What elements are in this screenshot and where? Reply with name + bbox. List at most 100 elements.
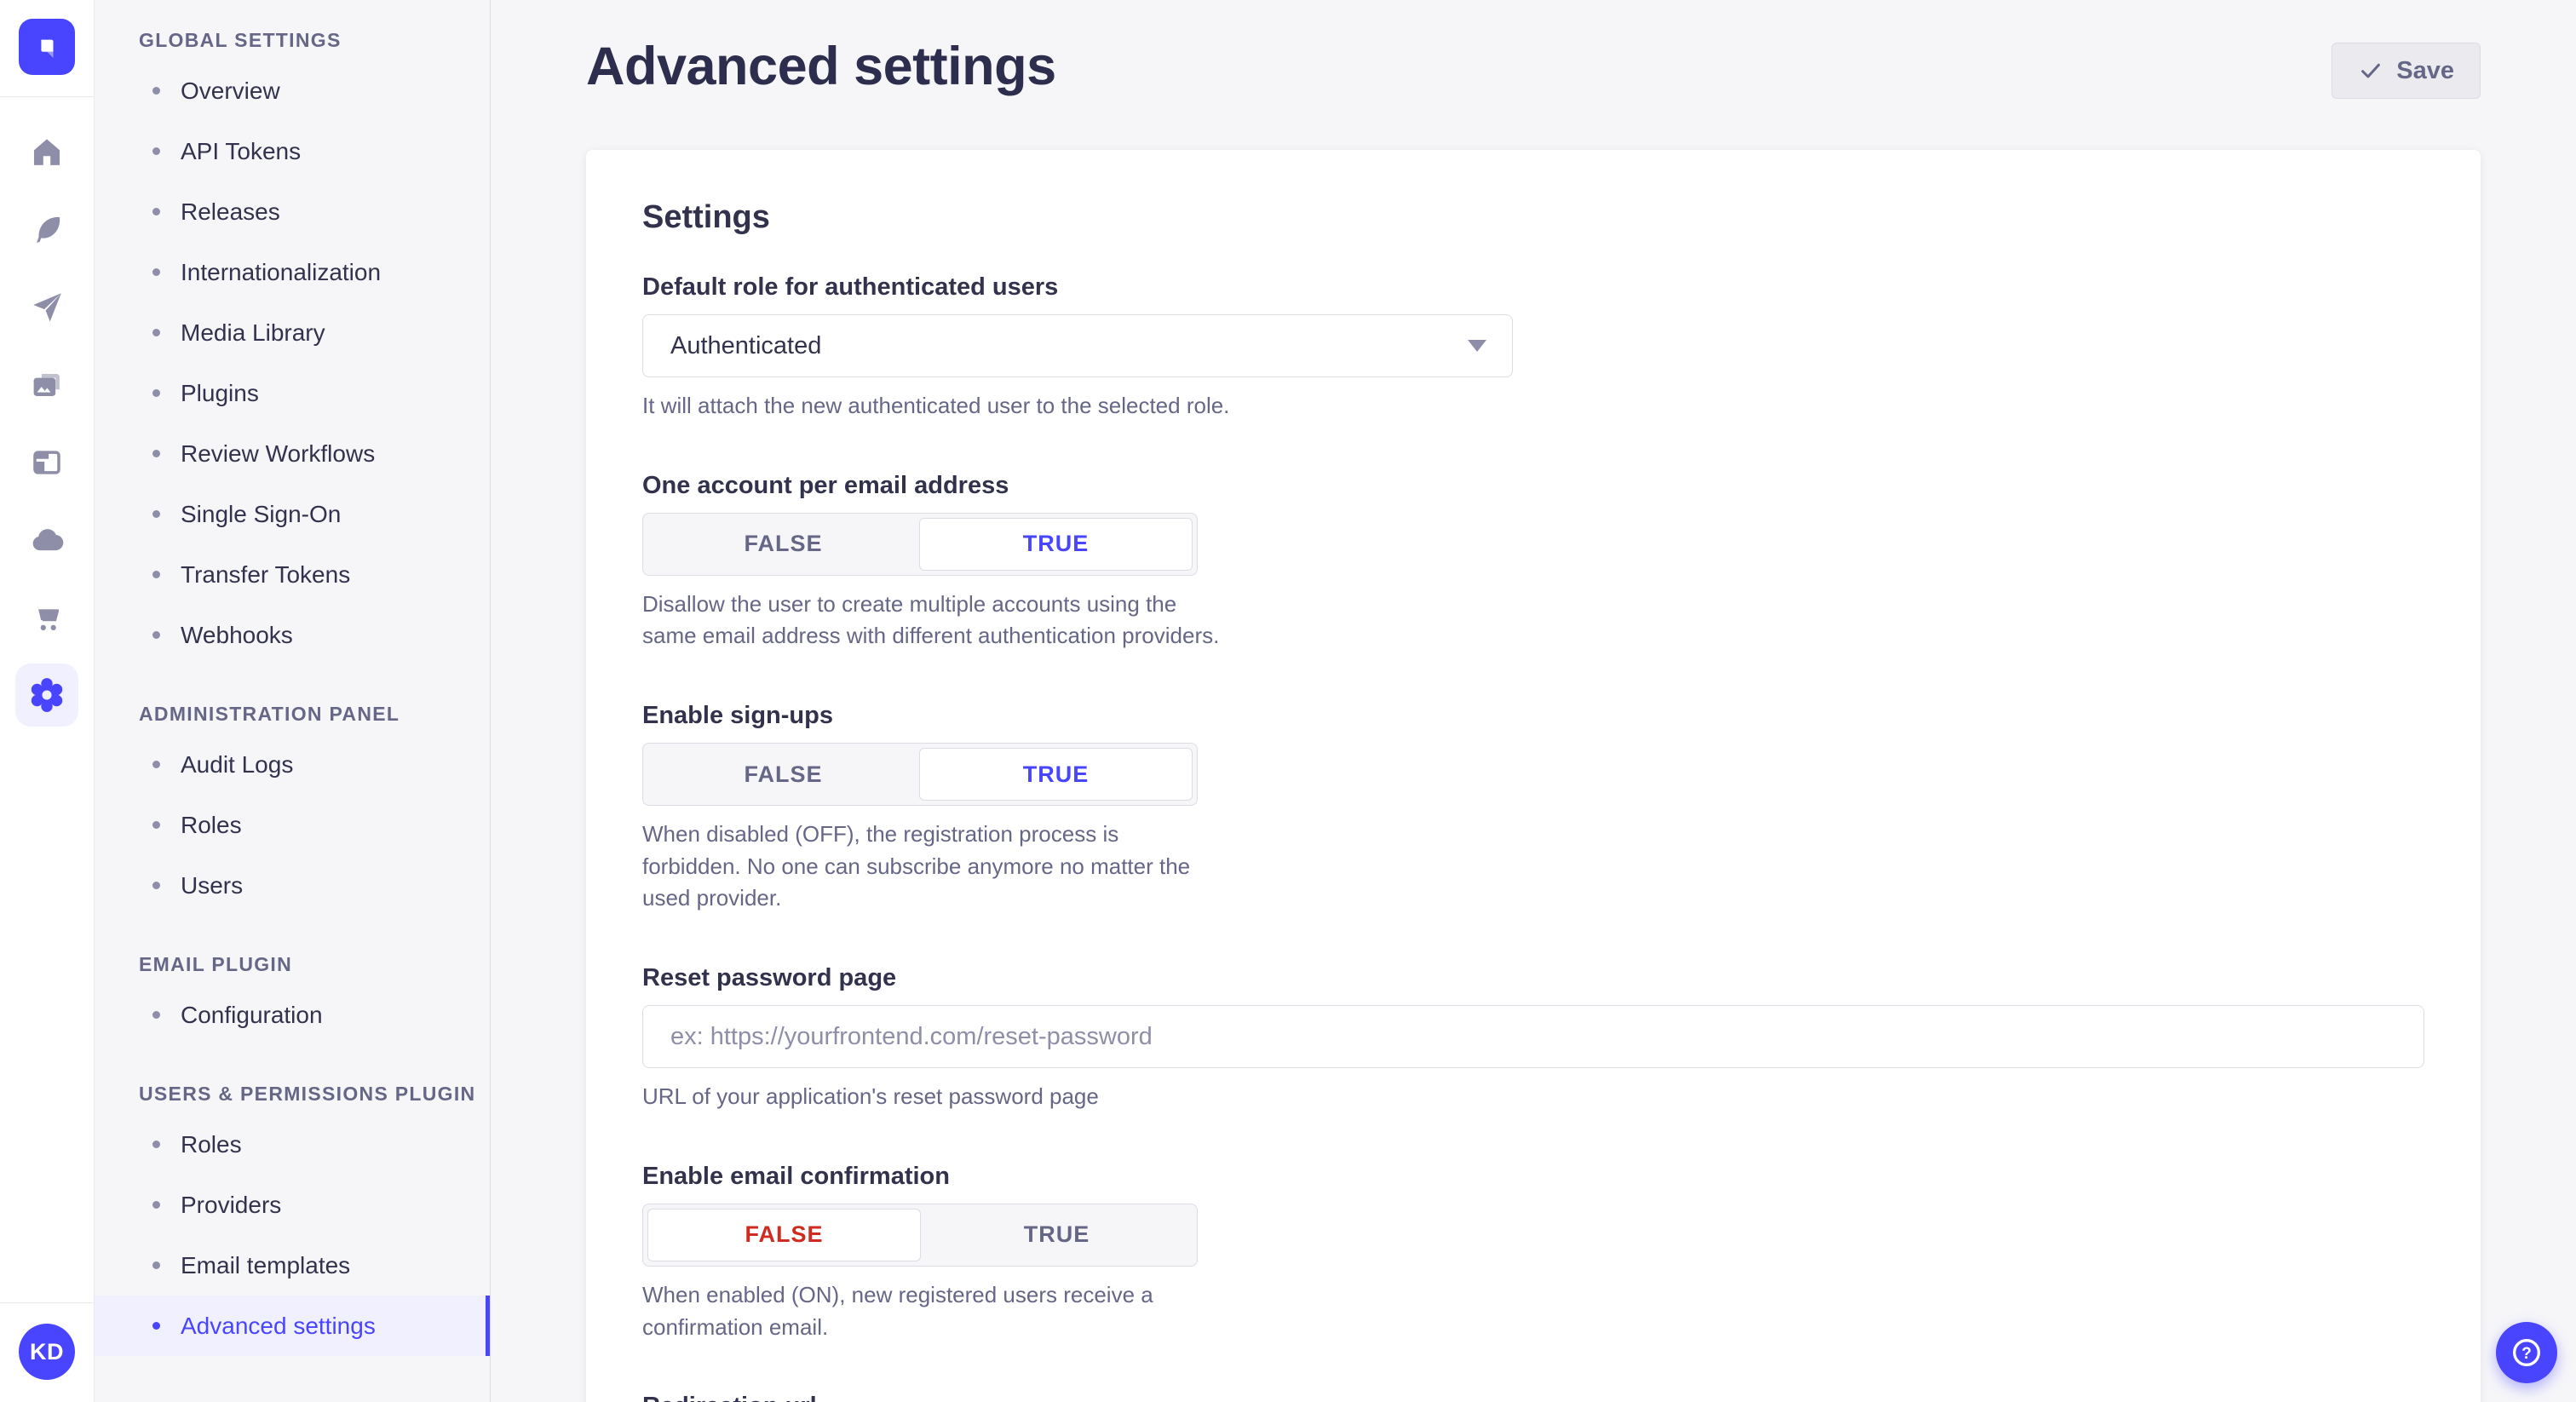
toggle-option-true[interactable]: TRUE xyxy=(1023,1221,1090,1248)
bullet-icon xyxy=(152,631,160,639)
field-one-account: One account per email address FALSE TRUE… xyxy=(642,472,2424,652)
sidebar-item-releases[interactable]: Releases xyxy=(95,181,490,242)
sidebar-item-label: Email templates xyxy=(181,1251,351,1278)
sidebar-item-roles[interactable]: Roles xyxy=(95,795,490,855)
sidebar-item-label: Internationalization xyxy=(181,258,382,285)
field-label: One account per email address xyxy=(642,471,1009,499)
field-label: Default role for authenticated users xyxy=(642,273,1059,301)
field-hint: It will attach the new authenticated use… xyxy=(642,393,1230,418)
bullet-icon xyxy=(152,208,160,215)
field-email-confirmation: Enable email confirmation FALSE TRUE Whe… xyxy=(642,1163,2424,1343)
sidebar-item-users[interactable]: Users xyxy=(95,855,490,916)
email-confirmation-toggle: FALSE TRUE xyxy=(642,1203,1198,1267)
sidebar-item-email-templates[interactable]: Email templates xyxy=(95,1235,490,1296)
bullet-icon xyxy=(152,510,160,518)
bullet-icon xyxy=(152,821,160,829)
toggle-option-false[interactable]: FALSE xyxy=(647,1208,921,1261)
field-label: Reset password page xyxy=(642,964,897,992)
media-library-icon[interactable] xyxy=(27,365,66,405)
field-hint: When enabled (ON), new registered users … xyxy=(642,1281,1153,1340)
sidebar-item-label: Plugins xyxy=(181,379,259,406)
sidebar-item-label: Users xyxy=(181,871,244,899)
bullet-icon xyxy=(152,450,160,457)
reset-password-input[interactable] xyxy=(642,1005,2424,1069)
toggle-option-true[interactable]: TRUE xyxy=(919,517,1193,571)
question-mark-icon: ? xyxy=(2512,1338,2541,1367)
sidebar-item-configuration[interactable]: Configuration xyxy=(95,985,490,1045)
default-role-select[interactable]: Authenticated xyxy=(642,314,1513,377)
sidebar-item-label: Webhooks xyxy=(181,621,293,648)
field-redirection-url: Redirection url xyxy=(642,1393,2424,1402)
page-header: Advanced settings Save xyxy=(491,0,2576,99)
content-manager-icon[interactable] xyxy=(27,443,66,482)
sidebar-item-transfer-tokens[interactable]: Transfer Tokens xyxy=(95,544,490,605)
sidebar-item-label: Roles xyxy=(181,811,242,838)
marketplace-icon[interactable] xyxy=(27,598,66,637)
sidebar-item-advanced-settings[interactable]: Advanced settings xyxy=(95,1296,490,1356)
bullet-icon xyxy=(152,1322,160,1330)
sidebar-section-label: EMAIL PLUGIN xyxy=(139,953,293,975)
field-default-role: Default role for authenticated users Aut… xyxy=(642,273,2424,422)
field-hint: When disabled (OFF), the registration pr… xyxy=(642,821,1191,911)
field-label: Enable sign-ups xyxy=(642,702,833,730)
save-button[interactable]: Save xyxy=(2332,43,2481,99)
bullet-icon xyxy=(152,87,160,95)
settings-card: Settings Default role for authenticated … xyxy=(586,150,2481,1402)
sidebar-item-media-library[interactable]: Media Library xyxy=(95,302,490,363)
sidebar-item-label: Providers xyxy=(181,1191,282,1218)
sidebar-item-providers[interactable]: Providers xyxy=(95,1175,490,1235)
sidebar-item-audit-logs[interactable]: Audit Logs xyxy=(95,734,490,795)
page-title: Advanced settings xyxy=(586,37,1056,96)
sidebar-section-label: ADMINISTRATION PANEL xyxy=(139,703,400,725)
icon-rail: KD xyxy=(0,0,95,1402)
bullet-icon xyxy=(152,1261,160,1269)
sidebar-item-label: Overview xyxy=(181,77,280,104)
sidebar-item-label: Media Library xyxy=(181,319,325,346)
sidebar-item-label: Single Sign-On xyxy=(181,500,342,527)
deploy-icon[interactable] xyxy=(27,288,66,327)
toggle-option-true[interactable]: TRUE xyxy=(919,748,1193,802)
bullet-icon xyxy=(152,268,160,276)
field-hint: Disallow the user to create multiple acc… xyxy=(642,590,1220,649)
sidebar-item-label: Advanced settings xyxy=(181,1312,376,1339)
sidebar-item-webhooks[interactable]: Webhooks xyxy=(95,605,490,665)
sidebar-item-review-workflows[interactable]: Review Workflows xyxy=(95,423,490,484)
sidebar-item-label: Configuration xyxy=(181,1001,323,1028)
field-label: Enable email confirmation xyxy=(642,1162,950,1190)
sidebar-item-label: Releases xyxy=(181,198,280,225)
svg-text:?: ? xyxy=(2521,1345,2532,1363)
check-icon xyxy=(2361,63,2381,78)
bullet-icon xyxy=(152,1011,160,1019)
cloud-icon[interactable] xyxy=(27,520,66,560)
bullet-icon xyxy=(152,147,160,155)
toggle-option-false[interactable]: FALSE xyxy=(744,531,823,557)
settings-sidebar: GLOBAL SETTINGS Overview API Tokens Release… xyxy=(95,0,491,1402)
toggle-option-false[interactable]: FALSE xyxy=(744,761,823,787)
sidebar-item-internationalization[interactable]: Internationalization xyxy=(95,242,490,302)
card-title: Settings xyxy=(642,199,770,235)
sidebar-item-roles[interactable]: Roles xyxy=(95,1114,490,1175)
sidebar-section-label: USERS & PERMISSIONS PLUGIN xyxy=(139,1083,476,1105)
sidebar-item-overview[interactable]: Overview xyxy=(95,60,490,121)
bullet-icon xyxy=(152,1141,160,1148)
bullet-icon xyxy=(152,761,160,768)
bullet-icon xyxy=(152,1201,160,1209)
content-type-builder-icon[interactable] xyxy=(27,210,66,250)
bullet-icon xyxy=(152,389,160,397)
user-avatar[interactable]: KD xyxy=(19,1324,75,1380)
field-label: Redirection url xyxy=(642,1393,2424,1402)
strapi-logo[interactable] xyxy=(19,19,75,75)
sidebar-item-label: API Tokens xyxy=(181,137,302,164)
home-icon[interactable] xyxy=(27,133,66,172)
help-button[interactable]: ? xyxy=(2496,1322,2557,1383)
select-value: Authenticated xyxy=(670,331,822,359)
sidebar-item-api-tokens[interactable]: API Tokens xyxy=(95,121,490,181)
one-account-toggle: FALSE TRUE xyxy=(642,512,1198,576)
settings-icon[interactable] xyxy=(15,664,78,727)
bullet-icon xyxy=(152,882,160,889)
chevron-down-icon xyxy=(1468,340,1486,352)
sidebar-item-plugins[interactable]: Plugins xyxy=(95,363,490,423)
sidebar-section-label: GLOBAL SETTINGS xyxy=(139,29,342,51)
sidebar-item-single-sign-on[interactable]: Single Sign-On xyxy=(95,484,490,544)
field-enable-signups: Enable sign-ups FALSE TRUE When disabled… xyxy=(642,702,2424,915)
